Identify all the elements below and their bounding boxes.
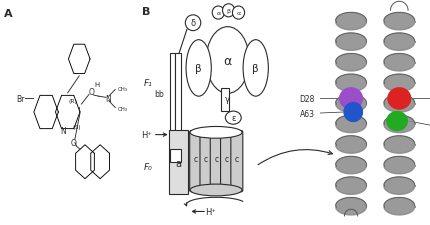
Polygon shape <box>384 136 415 153</box>
FancyBboxPatch shape <box>175 54 181 158</box>
Ellipse shape <box>186 40 211 97</box>
Text: (S): (S) <box>73 125 81 130</box>
Ellipse shape <box>387 88 412 110</box>
Text: α: α <box>224 54 232 67</box>
Text: β: β <box>195 64 202 74</box>
Text: β: β <box>227 9 230 14</box>
Text: D28: D28 <box>299 94 315 104</box>
Polygon shape <box>336 54 366 72</box>
Text: H⁺: H⁺ <box>206 207 216 216</box>
Polygon shape <box>384 198 415 215</box>
Polygon shape <box>336 95 366 112</box>
Ellipse shape <box>212 7 224 20</box>
Polygon shape <box>336 198 366 215</box>
FancyBboxPatch shape <box>170 150 181 162</box>
Text: CH₃: CH₃ <box>117 86 128 91</box>
Text: N: N <box>60 126 65 135</box>
Ellipse shape <box>243 40 268 97</box>
Text: Br: Br <box>16 94 25 104</box>
Polygon shape <box>336 136 366 153</box>
Text: α: α <box>237 11 240 16</box>
Ellipse shape <box>206 28 249 94</box>
Polygon shape <box>384 157 415 174</box>
Polygon shape <box>384 75 415 92</box>
Ellipse shape <box>233 7 245 20</box>
FancyBboxPatch shape <box>221 89 229 111</box>
Polygon shape <box>336 34 366 51</box>
Text: H⁺: H⁺ <box>141 130 152 140</box>
Ellipse shape <box>386 111 408 132</box>
Ellipse shape <box>222 5 235 18</box>
Text: H: H <box>95 81 100 87</box>
Text: A63: A63 <box>300 109 315 118</box>
Polygon shape <box>384 95 415 112</box>
Text: γ: γ <box>224 94 230 104</box>
Text: bb: bb <box>154 90 164 99</box>
Polygon shape <box>384 54 415 72</box>
Text: N: N <box>105 94 111 104</box>
Text: c: c <box>235 154 239 163</box>
Text: c: c <box>204 154 208 163</box>
Polygon shape <box>336 75 366 92</box>
Ellipse shape <box>339 88 363 110</box>
Polygon shape <box>384 177 415 194</box>
Polygon shape <box>384 34 415 51</box>
Ellipse shape <box>190 127 242 139</box>
FancyBboxPatch shape <box>169 130 188 195</box>
Polygon shape <box>336 116 366 133</box>
Text: c: c <box>224 154 229 163</box>
Polygon shape <box>384 13 415 31</box>
FancyBboxPatch shape <box>210 131 222 192</box>
Text: O: O <box>71 138 77 147</box>
Ellipse shape <box>185 16 201 32</box>
Text: c: c <box>194 154 198 163</box>
Ellipse shape <box>190 184 242 196</box>
Text: B: B <box>141 7 150 17</box>
Ellipse shape <box>225 112 241 125</box>
Text: A: A <box>4 9 13 19</box>
FancyBboxPatch shape <box>200 131 212 192</box>
Polygon shape <box>384 116 415 133</box>
Text: F₁: F₁ <box>144 79 152 88</box>
Text: F₀: F₀ <box>144 162 152 171</box>
FancyBboxPatch shape <box>221 131 233 192</box>
Text: a: a <box>175 158 181 168</box>
Polygon shape <box>336 13 366 31</box>
Text: c: c <box>214 154 218 163</box>
Text: (R): (R) <box>69 99 78 104</box>
Ellipse shape <box>344 102 363 123</box>
FancyBboxPatch shape <box>170 54 175 158</box>
Text: α: α <box>216 11 220 16</box>
FancyBboxPatch shape <box>231 131 243 192</box>
Text: β: β <box>252 64 259 74</box>
Polygon shape <box>336 157 366 174</box>
Text: CH₃: CH₃ <box>117 107 128 112</box>
Text: δ: δ <box>190 19 196 28</box>
Polygon shape <box>336 177 366 194</box>
Text: O: O <box>89 88 95 97</box>
Text: ε: ε <box>231 114 236 123</box>
FancyBboxPatch shape <box>190 131 202 192</box>
